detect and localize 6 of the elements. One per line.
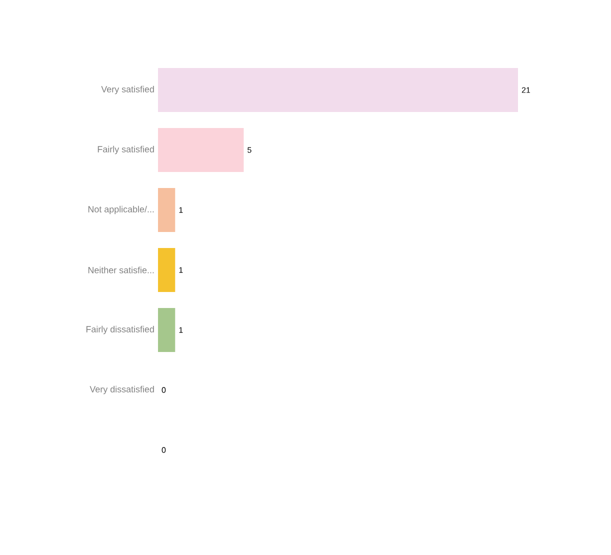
y-tick-label: Very satisfied (101, 86, 154, 94)
y-tick-label: Fairly dissatisfied (86, 326, 154, 334)
y-tick-label: Not applicable/... (88, 206, 154, 214)
y-tick-label: Fairly satisfied (98, 146, 154, 154)
y-tick-label: Neither satisfie... (88, 266, 154, 274)
y-tick-label: Very dissatisfied (90, 386, 154, 394)
